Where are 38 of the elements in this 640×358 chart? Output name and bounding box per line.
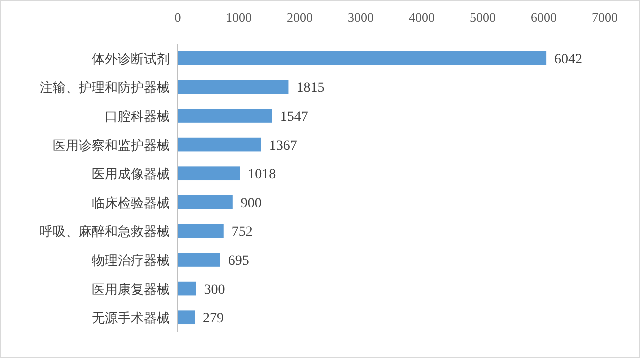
bar: [178, 310, 196, 325]
data-label: 1547: [280, 110, 308, 125]
y-tick-label: 无源手术器械: [92, 312, 170, 327]
bar: [178, 138, 262, 152]
bar: [178, 282, 196, 296]
x-tick-label: 3000: [348, 10, 374, 25]
y-tick-label: 物理治疗器械: [92, 254, 170, 269]
x-tick-label: 2000: [287, 10, 313, 25]
bar: [178, 109, 272, 123]
bar: [178, 51, 547, 66]
y-tick-label: 医用成像器械: [92, 168, 170, 183]
data-label: 279: [203, 312, 224, 327]
y-tick-label: 口腔科器械: [105, 110, 170, 125]
x-tick-label: 6000: [531, 10, 557, 25]
data-label: 6042: [554, 52, 583, 68]
y-tick-label: 医用康复器械: [92, 282, 170, 298]
x-tick-label: 5000: [470, 10, 496, 25]
x-tick-label: 4000: [409, 10, 435, 25]
bar: [178, 253, 220, 267]
y-tick-label: 临床检验器械: [92, 196, 170, 212]
bar: [178, 224, 224, 238]
y-tick-label: 医用诊察和监护器械: [53, 138, 170, 154]
y-tick-label: 体外诊断试剂: [92, 51, 170, 68]
data-label: 300: [204, 282, 226, 298]
x-tick-label: 1000: [226, 10, 252, 25]
y-tick-label: 呼吸、麻醉和急救器械: [40, 225, 170, 240]
bar: [178, 195, 233, 210]
bar: [178, 166, 240, 181]
data-label: 1367: [269, 138, 298, 154]
data-label: 752: [232, 225, 253, 240]
data-label: 1815: [296, 81, 325, 96]
y-tick-label: 注输、护理和防护器械: [40, 81, 170, 96]
bar: [178, 80, 289, 94]
data-label: 695: [228, 254, 250, 269]
data-label: 900: [240, 196, 262, 212]
x-tick-label: 0: [174, 10, 182, 25]
x-tick-label: 7000: [592, 10, 618, 25]
data-label: 1018: [248, 168, 276, 183]
